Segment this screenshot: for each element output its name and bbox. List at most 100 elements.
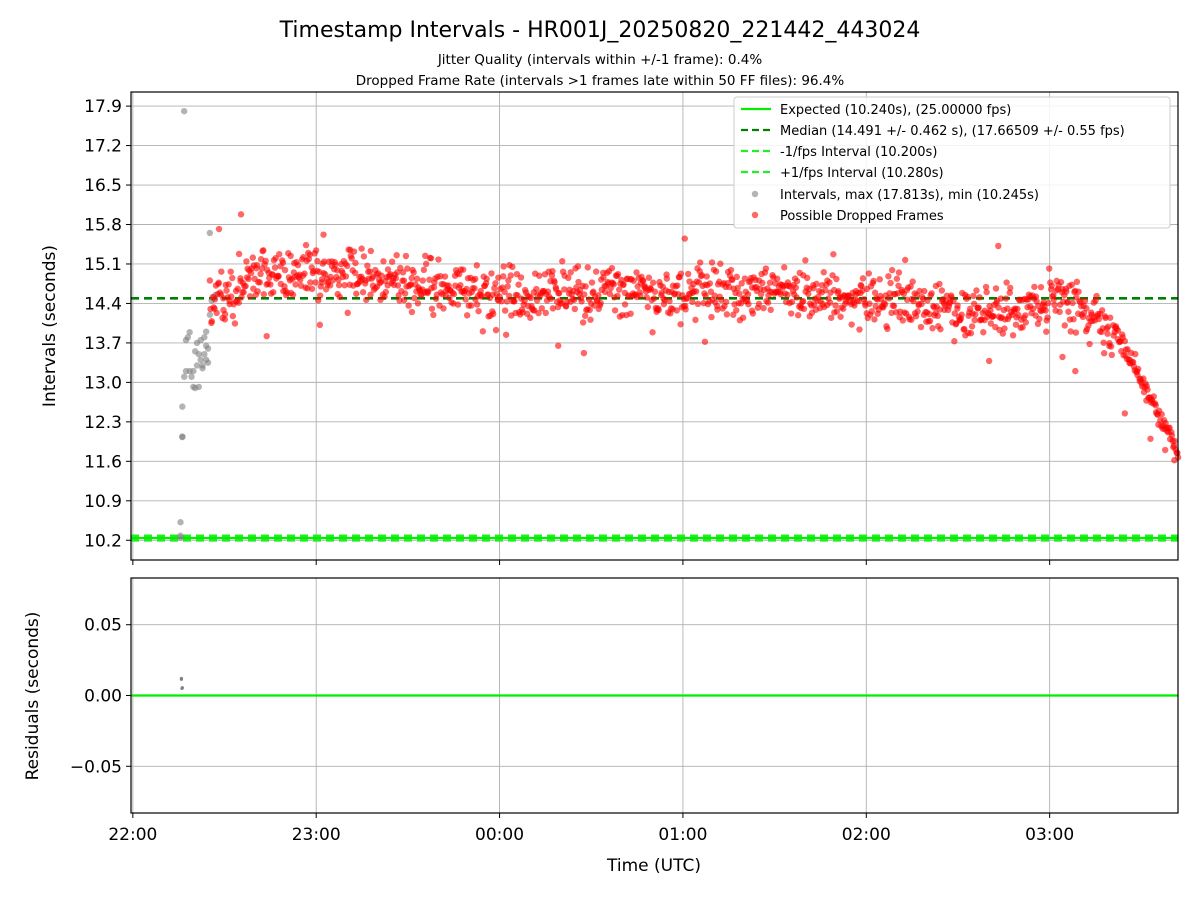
dropped-frame-point xyxy=(260,291,268,298)
dropped-frame-point xyxy=(238,294,245,301)
dropped-frame-point xyxy=(312,247,320,254)
dropped-frame-point xyxy=(263,332,270,340)
dropped-frame-point xyxy=(987,307,994,314)
residuals-y-ticks: 0.05 0.00 −0.05 xyxy=(70,616,131,777)
dropped-frame-point xyxy=(254,288,261,295)
dropped-frame-point xyxy=(973,287,980,294)
dropped-frame-point xyxy=(1007,284,1014,292)
intervals-grid xyxy=(131,92,1178,560)
dropped-frame-point xyxy=(1132,350,1139,358)
dropped-frame-point xyxy=(1067,328,1074,335)
dropped-frame-point xyxy=(1012,321,1020,328)
dropped-frame-point xyxy=(745,300,752,308)
dropped-frame-point xyxy=(698,272,706,279)
dropped-frame-point xyxy=(388,258,396,265)
dropped-frame-point xyxy=(971,316,978,324)
dropped-frame-point xyxy=(498,298,505,305)
dropped-frame-point xyxy=(335,281,343,289)
dropped-frame-point xyxy=(396,297,403,304)
dropped-frame-point xyxy=(762,265,770,272)
dropped-frame-point xyxy=(851,302,858,309)
dropped-frame-point xyxy=(413,275,421,282)
y-tick-label: 10.2 xyxy=(84,531,122,551)
dropped-frame-point xyxy=(501,307,509,314)
dropped-frame-point xyxy=(890,302,898,310)
dropped-frame-point xyxy=(561,286,568,293)
dropped-frame-point xyxy=(435,256,442,263)
dropped-frame-point xyxy=(1108,351,1116,359)
residuals-y-axis-label: Residuals (seconds) xyxy=(23,612,43,781)
dropped-frame-point xyxy=(739,314,747,321)
dropped-frame-point xyxy=(755,300,763,308)
dropped-frame-point xyxy=(717,260,724,267)
dropped-frame-point xyxy=(580,291,588,298)
dropped-frame-point xyxy=(320,231,327,238)
dropped-frame-point xyxy=(937,326,944,333)
dropped-frame-point xyxy=(527,314,534,321)
intervals-y-axis-label: Intervals (seconds) xyxy=(40,245,60,407)
dropped-frame-point xyxy=(478,292,485,299)
dropped-frame-point xyxy=(267,281,274,288)
dropped-frame-point xyxy=(884,325,891,333)
dropped-frame-point xyxy=(495,274,502,281)
dropped-frame-point xyxy=(814,293,822,301)
dropped-frame-point xyxy=(1070,315,1077,323)
dropped-frame-point xyxy=(1072,329,1080,336)
dropped-frame-point xyxy=(794,312,802,319)
y-tick-label: 10.9 xyxy=(84,492,122,512)
dropped-frame-point xyxy=(621,301,629,308)
dropped-frame-point xyxy=(802,257,809,264)
dropped-frame-point xyxy=(312,279,319,286)
dropped-frame-point xyxy=(221,310,229,318)
dropped-frame-point xyxy=(322,286,330,293)
y-tick-label: 17.9 xyxy=(84,97,122,117)
dropped-frame-point xyxy=(832,302,839,309)
dropped-frame-point xyxy=(419,277,426,284)
dropped-frame-point xyxy=(885,273,892,280)
dropped-frame-point xyxy=(538,305,546,312)
dropped-frame-point xyxy=(318,276,326,283)
y-tick-label: 0.00 xyxy=(84,687,122,707)
dropped-frame-point xyxy=(649,279,657,286)
dropped-frame-point xyxy=(1081,297,1089,305)
dropped-frame-point xyxy=(253,262,261,269)
dropped-frame-point xyxy=(459,266,467,273)
dropped-frame-point xyxy=(344,309,351,317)
dropped-frame-point xyxy=(645,274,653,281)
dropped-frame-point xyxy=(813,280,820,288)
dropped-frame-point xyxy=(1140,375,1147,382)
dropped-frame-point xyxy=(708,259,716,266)
dropped-frame-point xyxy=(1068,281,1076,288)
dropped-frame-point xyxy=(757,291,765,298)
dropped-frame-point xyxy=(457,282,464,289)
residuals-points xyxy=(179,676,184,691)
dropped-frame-point xyxy=(938,287,946,294)
dropped-frame-point xyxy=(975,304,982,311)
dropped-frame-point xyxy=(246,293,254,300)
dropped-frame-point xyxy=(899,317,907,324)
dropped-frame-point xyxy=(380,258,387,265)
intervals-points xyxy=(177,107,1182,541)
dropped-frame-point xyxy=(505,277,512,284)
dropped-frame-point xyxy=(871,316,878,323)
dropped-frame-point xyxy=(1098,307,1106,314)
dropped-frame-point xyxy=(499,273,507,280)
dropped-frame-point xyxy=(410,269,417,276)
dropped-frame-point xyxy=(793,294,800,301)
dropped-frame-point xyxy=(1135,365,1142,373)
dropped-frame-point xyxy=(225,281,232,288)
intervals-plot-frame xyxy=(130,91,1179,561)
dropped-frame-point xyxy=(276,250,283,258)
dropped-frame-point xyxy=(804,274,811,282)
dropped-frame-point xyxy=(257,270,264,278)
legend-label-median: Median (14.491 +/- 0.462 s), (17.66509 +… xyxy=(780,124,1125,139)
dropped-frame-point xyxy=(650,295,658,302)
dropped-frame-point xyxy=(1144,386,1151,393)
dropped-frame-point xyxy=(1056,308,1063,316)
dropped-frame-point xyxy=(567,269,574,276)
dropped-frame-point xyxy=(392,275,400,282)
dropped-frame-point xyxy=(502,331,510,338)
dropped-frame-point xyxy=(1069,299,1076,307)
interval-point xyxy=(197,356,204,364)
dropped-frame-point xyxy=(408,274,415,282)
